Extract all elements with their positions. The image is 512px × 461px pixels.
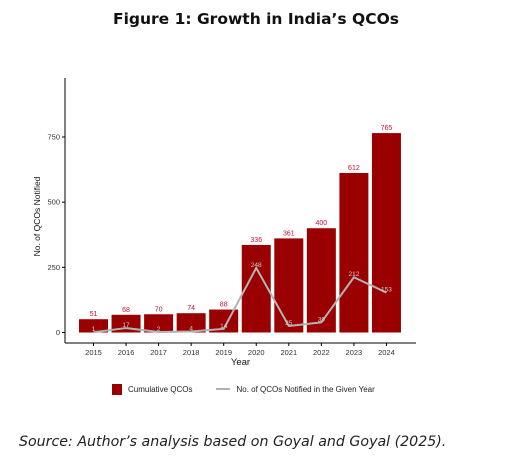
x-tick-label: 2019 (215, 348, 232, 357)
qco-growth-chart: 0 250 500 750 2015 2016 2017 2018 2019 2020 2021 20… (32, 78, 416, 368)
bar-value-label: 336 (250, 237, 262, 244)
y-axis-title: No. of QCOs Notified (32, 176, 42, 256)
bar-series (79, 133, 401, 333)
chart-axes: 0 250 500 750 2015 2016 2017 2018 2019 2020 2021 20… (32, 78, 416, 368)
x-axis-title: Year (231, 357, 250, 368)
legend-bar-label: Cumulative QCOs (128, 384, 193, 394)
bar-value-label: 74 (187, 305, 195, 312)
bar-value-label: 51 (90, 311, 98, 318)
line-value-label: 212 (348, 271, 359, 278)
bar-value-label: 612 (348, 165, 360, 172)
x-tick-label: 2024 (378, 348, 395, 357)
x-tick-label: 2017 (150, 348, 167, 357)
line-value-label: 1 (92, 326, 96, 333)
line-value-label: 14 (220, 323, 228, 330)
x-tick-label: 2016 (118, 348, 135, 357)
source-note: Source: Author’s analysis based on Goyal… (19, 434, 447, 450)
x-tick-label: 2023 (346, 348, 363, 357)
bar-value-label: 400 (316, 220, 328, 227)
line-value-label: 2 (157, 326, 161, 333)
bar (339, 172, 369, 333)
data-labels: 51 68 70 74 88 336 361 400 612 765 1 17 2 4 14 248 25 39 2… (90, 125, 393, 333)
line-value-label: 25 (285, 320, 293, 327)
bar-value-label: 361 (283, 230, 295, 237)
bar-value-label: 765 (381, 125, 393, 132)
y-tick-label: 0 (56, 328, 60, 337)
x-tick-label: 2021 (280, 348, 297, 357)
figure-title: Figure 1: Growth in India’s QCOs (112, 10, 400, 28)
line-series (93, 266, 387, 334)
bar (79, 319, 108, 333)
line-value-label: 4 (189, 325, 193, 332)
bar (176, 313, 206, 333)
bar-value-label: 88 (220, 302, 228, 309)
legend-bar-swatch (112, 383, 122, 395)
bar (241, 244, 271, 333)
bar (306, 228, 336, 333)
bar-value-label: 68 (122, 307, 130, 314)
line-value-label: 39 (318, 316, 326, 323)
chart-legend: Cumulative QCOs No. of QCOs Notified in … (112, 381, 375, 397)
legend-line-label: No. of QCOs Notified in the Given Year (236, 384, 375, 394)
y-tick-label: 500 (47, 198, 60, 207)
bar (144, 314, 174, 333)
bar-value-label: 70 (155, 306, 163, 313)
bar (371, 133, 401, 333)
line-value-label: 153 (381, 287, 392, 294)
x-tick-label: 2015 (85, 348, 102, 357)
bar (274, 238, 304, 333)
y-tick-label: 750 (47, 133, 60, 142)
x-tick-label: 2022 (313, 348, 330, 357)
x-tick-label: 2020 (248, 348, 265, 357)
x-tick-label: 2018 (183, 348, 200, 357)
annual-line (93, 266, 387, 334)
line-value-label: 17 (122, 322, 130, 329)
y-tick-label: 250 (47, 263, 60, 272)
legend-line-swatch (216, 388, 231, 390)
line-value-label: 248 (251, 262, 262, 269)
